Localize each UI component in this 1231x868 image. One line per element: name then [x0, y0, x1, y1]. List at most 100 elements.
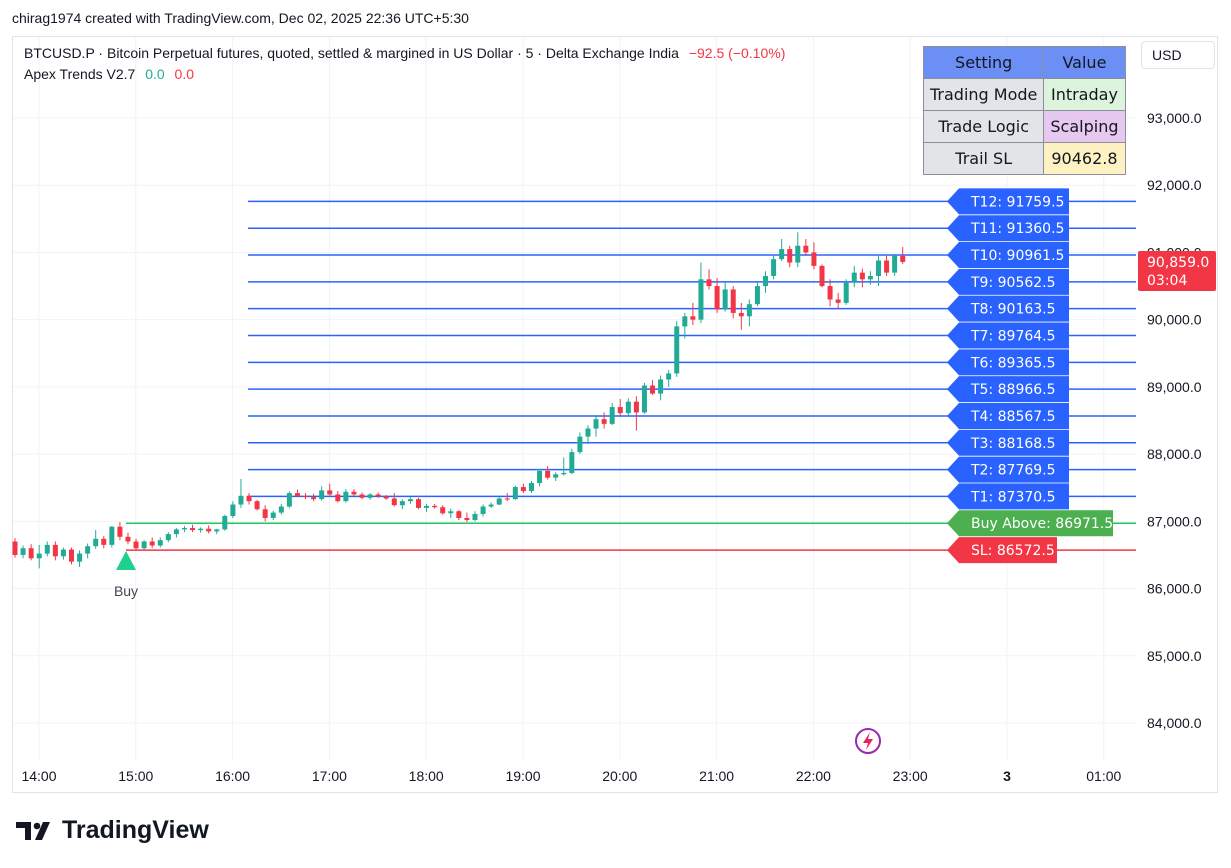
candle	[658, 375, 664, 401]
level-label-bg	[947, 429, 1069, 456]
candle-body	[561, 472, 567, 475]
level-label-bg	[947, 215, 1069, 242]
time-tick-label: 22:00	[796, 768, 831, 784]
candle-body	[714, 286, 720, 310]
candle	[553, 472, 559, 481]
indicator-value-1: 0.0	[145, 66, 165, 82]
level-label: T12: 91759.5	[970, 194, 1064, 210]
grid	[13, 37, 1136, 760]
candle-body	[892, 255, 898, 273]
settings-row: Trade Logic Scalping	[922, 110, 1126, 143]
candle	[690, 302, 696, 326]
candle	[109, 526, 115, 548]
candle	[149, 537, 155, 549]
level-label: Buy Above: 86971.5	[971, 516, 1113, 532]
candle-body	[222, 515, 228, 530]
candle-body	[125, 536, 131, 542]
settings-row-label: Trail SL	[922, 142, 1045, 175]
level-label: T1: 87370.5	[970, 489, 1056, 505]
candle	[738, 302, 744, 330]
flash-icon	[855, 728, 881, 754]
candle	[36, 544, 42, 569]
tradingview-logo[interactable]: TradingView	[16, 816, 209, 845]
flash-icon-ring	[855, 728, 881, 754]
candle	[900, 247, 906, 264]
candle	[367, 493, 373, 500]
candle-body	[303, 495, 309, 498]
candle-body	[827, 286, 833, 300]
candle-body	[464, 517, 470, 520]
candle-body	[101, 538, 107, 545]
candle-body	[448, 511, 454, 514]
candle-body	[851, 272, 857, 283]
candle-body	[165, 534, 171, 541]
settings-header-value: Value	[1043, 46, 1126, 79]
candle-body	[416, 499, 421, 508]
candle	[601, 412, 607, 429]
candle	[85, 543, 91, 559]
indicator-value-2: 0.0	[174, 66, 195, 82]
candle	[319, 486, 325, 501]
candle	[835, 292, 841, 310]
candle	[528, 481, 534, 494]
time-tick-label: 18:00	[409, 768, 444, 784]
candle-body	[85, 546, 91, 554]
level-label-bg	[947, 537, 1057, 564]
symbol-legend[interactable]: BTCUSD.P · Bitcoin Perpetual futures, qu…	[24, 45, 785, 61]
candle-body	[730, 289, 736, 313]
price-badge-bg	[1138, 251, 1216, 291]
candle	[537, 468, 543, 487]
candle	[512, 485, 518, 500]
candle-body	[641, 385, 647, 413]
candle-body	[440, 507, 446, 514]
candle-body	[819, 265, 825, 287]
currency-button[interactable]: USD	[1141, 41, 1215, 69]
indicator-legend[interactable]: Apex Trends V2.7 0.0 0.0	[24, 66, 194, 82]
settings-header-setting: Setting	[922, 46, 1045, 79]
candle-body	[875, 260, 881, 276]
candle-body	[771, 259, 777, 276]
candle-body	[109, 526, 115, 545]
candle-body	[722, 289, 728, 310]
candle	[754, 282, 760, 307]
candle-body	[335, 494, 341, 502]
candle-body	[44, 544, 50, 554]
level-label: T9: 90562.5	[970, 275, 1056, 291]
candle	[714, 277, 720, 313]
price-tick-label: 90,000.0	[1147, 312, 1202, 328]
candle	[335, 491, 341, 503]
candle	[214, 528, 220, 535]
candle-body	[424, 505, 430, 508]
time-tick-label: 19:00	[505, 768, 540, 784]
candle	[133, 538, 139, 551]
level-label: T10: 90961.5	[970, 248, 1064, 264]
last-price: 90,859.0	[1147, 255, 1209, 271]
candle-body	[617, 407, 623, 414]
candle-body	[343, 491, 349, 502]
candle	[884, 255, 890, 276]
level-label-bg	[947, 242, 1069, 269]
candle-body	[36, 553, 42, 559]
candle-body	[214, 529, 220, 532]
candle	[851, 265, 857, 288]
candle	[246, 493, 252, 505]
candle-body	[625, 401, 631, 414]
time-tick-label: 3	[1003, 768, 1011, 784]
candle	[343, 489, 349, 503]
level-label: T2: 87769.5	[970, 463, 1056, 479]
candle	[270, 510, 276, 520]
candle-body	[585, 428, 591, 437]
candle	[746, 299, 752, 327]
time-axis: 14:00 15:00 16:00 17:00 18:00 19:00 20:00 21:00…	[21, 768, 1121, 784]
candle	[488, 502, 494, 508]
candle	[28, 544, 34, 561]
candle-body	[456, 511, 462, 518]
candle-body	[157, 540, 163, 546]
candle-body	[52, 544, 58, 557]
candle-body	[294, 493, 300, 496]
candle	[351, 489, 357, 496]
candle	[117, 522, 123, 541]
buy-label: Buy	[114, 583, 138, 599]
candle	[278, 503, 284, 515]
